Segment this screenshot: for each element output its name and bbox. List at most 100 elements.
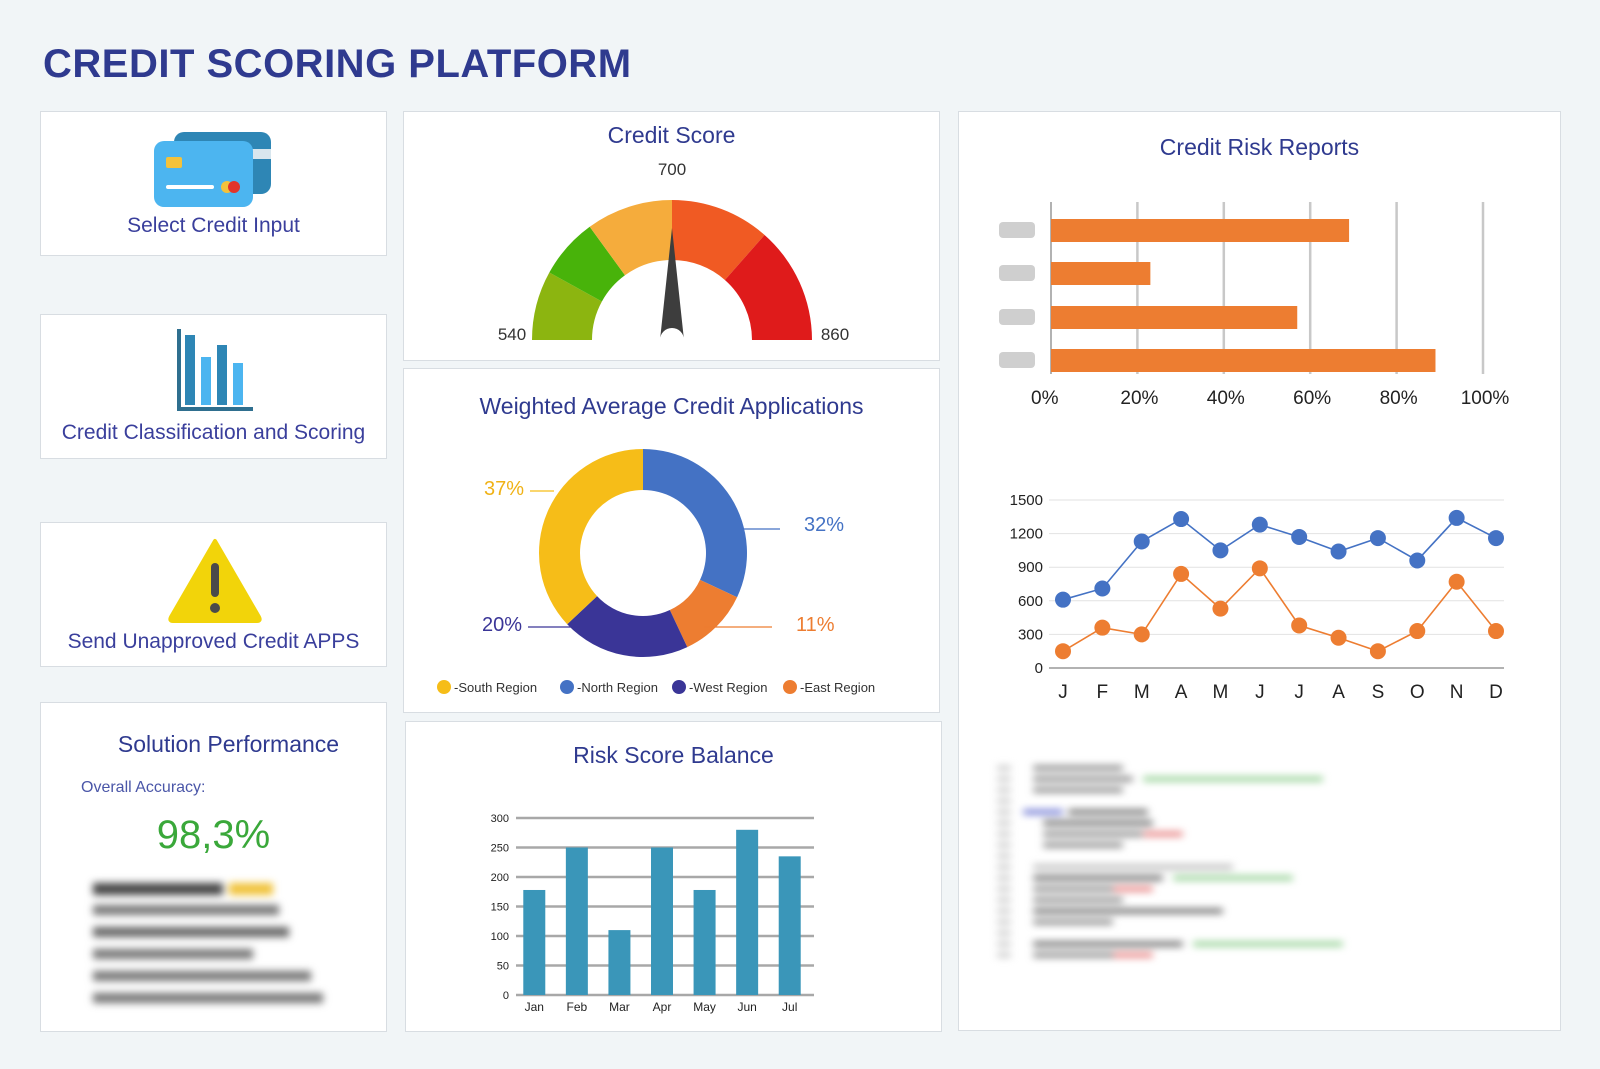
code-line-number bbox=[997, 821, 1011, 825]
data-point bbox=[1094, 580, 1111, 597]
code-line-number bbox=[997, 766, 1011, 770]
gauge-segment bbox=[724, 234, 812, 340]
bar bbox=[565, 847, 588, 995]
code-line bbox=[1033, 766, 1123, 770]
gauge-min-label: 540 bbox=[498, 325, 526, 344]
code-line bbox=[1043, 843, 1123, 847]
y-tick-label: 100 bbox=[491, 931, 509, 943]
legend-entry: -West Region bbox=[689, 680, 768, 695]
data-point bbox=[1330, 543, 1347, 560]
bar-chart-icon bbox=[177, 329, 253, 411]
legend-entry: -North Region bbox=[577, 680, 658, 695]
blurred-label-block bbox=[999, 309, 1035, 325]
x-tick-label: Mar bbox=[609, 1000, 630, 1014]
select-credit-input-label: Select Credit Input bbox=[127, 214, 300, 237]
select-credit-input-card[interactable]: Select Credit Input bbox=[40, 111, 387, 256]
code-line bbox=[1143, 777, 1323, 781]
credit-risk-reports-card: Credit Risk Reports 0% 20% 40% 60% 80% 100% 0… bbox=[958, 111, 1561, 1031]
x-tick-label: May bbox=[693, 1000, 716, 1014]
x-tick-label: 40% bbox=[1207, 388, 1245, 409]
code-line-number bbox=[997, 788, 1011, 792]
performance-title: Solution Performance bbox=[117, 731, 340, 757]
x-tick-label: M bbox=[1134, 682, 1150, 703]
code-line bbox=[1033, 876, 1163, 880]
x-tick-label: M bbox=[1213, 682, 1229, 703]
weighted-average-title: Weighted Average Credit Applications bbox=[479, 393, 864, 419]
code-line-number bbox=[997, 799, 1011, 803]
data-point bbox=[1409, 552, 1426, 569]
code-line bbox=[1043, 821, 1153, 825]
x-tick-label: O bbox=[1410, 682, 1425, 703]
solution-performance-card: Solution Performance Overall Accuracy: 9… bbox=[40, 702, 387, 1032]
accuracy-value: 98,3% bbox=[156, 813, 271, 857]
series-line bbox=[1062, 516, 1497, 601]
y-tick-label: 0 bbox=[1035, 660, 1043, 677]
y-tick-label: 300 bbox=[491, 813, 509, 825]
legend-swatch bbox=[437, 680, 451, 694]
code-line bbox=[1033, 898, 1123, 902]
blurred-category-label bbox=[999, 265, 1035, 281]
legend-entry: -South Region bbox=[454, 680, 537, 695]
donut-data-label: 20% bbox=[482, 614, 522, 636]
gauge-segment bbox=[532, 272, 602, 340]
code-line bbox=[1113, 953, 1153, 957]
data-point bbox=[1055, 591, 1071, 608]
code-line bbox=[1033, 865, 1233, 869]
x-tick-label: Apr bbox=[653, 1000, 672, 1014]
warning-icon bbox=[168, 539, 262, 623]
code-line bbox=[1033, 920, 1113, 924]
legend-entry: -East Region bbox=[800, 680, 875, 695]
bar bbox=[1051, 219, 1350, 242]
y-tick-label: 1500 bbox=[1010, 492, 1043, 509]
data-point bbox=[1488, 530, 1504, 547]
credit-score-card: Credit Score 700 540 860 bbox=[403, 111, 940, 361]
bar bbox=[736, 829, 759, 995]
bar bbox=[1051, 306, 1298, 329]
data-point bbox=[1291, 617, 1308, 634]
data-point bbox=[1448, 509, 1465, 526]
data-point bbox=[1448, 573, 1465, 590]
gauge-max-label: 860 bbox=[821, 325, 849, 344]
x-tick-label: D bbox=[1489, 682, 1503, 703]
bar bbox=[1051, 349, 1436, 372]
credit-score-gauge: 700 540 860 bbox=[498, 160, 849, 347]
series-line bbox=[1062, 567, 1497, 653]
data-point bbox=[1055, 643, 1071, 660]
send-unapproved-card[interactable]: Send Unapproved Credit APPS bbox=[40, 522, 387, 667]
page-title: CREDIT SCORING PLATFORM bbox=[43, 42, 632, 86]
x-tick-label: 0% bbox=[1031, 388, 1059, 409]
x-tick-label: A bbox=[1332, 682, 1345, 703]
x-tick-label: A bbox=[1175, 682, 1188, 703]
accuracy-label: Overall Accuracy: bbox=[81, 779, 206, 796]
gauge-segment bbox=[549, 226, 625, 302]
y-tick-label: 1200 bbox=[1010, 526, 1043, 543]
blurred-category-label bbox=[999, 309, 1035, 325]
code-line bbox=[1033, 788, 1123, 792]
x-tick-label: Jan bbox=[525, 1000, 544, 1014]
donut-slice bbox=[643, 449, 747, 598]
x-tick-label: J bbox=[1255, 682, 1265, 703]
y-tick-label: 0 bbox=[503, 990, 509, 1002]
donut-slice bbox=[539, 449, 643, 625]
send-unapproved-label: Send Unapproved Credit APPS bbox=[67, 630, 360, 653]
bar bbox=[651, 847, 673, 995]
data-point bbox=[1133, 626, 1150, 643]
code-line-number bbox=[997, 832, 1011, 836]
code-line-number bbox=[997, 777, 1011, 781]
bar bbox=[608, 930, 631, 995]
monthly-line-chart: 0 300 600 900 1200 1500 J F M A M J J A S O N D bbox=[1010, 492, 1504, 703]
code-line bbox=[1033, 909, 1223, 913]
donut-data-label: 32% bbox=[804, 514, 844, 536]
blurred-label-block bbox=[999, 265, 1035, 281]
credit-classification-card[interactable]: Credit Classification and Scoring bbox=[40, 314, 387, 459]
code-line bbox=[1173, 876, 1293, 880]
gauge-segment bbox=[589, 200, 672, 276]
data-point bbox=[1173, 565, 1190, 582]
data-point bbox=[1212, 600, 1229, 617]
weighted-average-donut: 32% 11% 20% 37% -South Region -North Region -W… bbox=[437, 449, 875, 695]
data-point bbox=[1133, 533, 1150, 550]
code-line bbox=[1143, 832, 1183, 836]
x-tick-label: J bbox=[1294, 682, 1304, 703]
data-point bbox=[1094, 619, 1111, 636]
code-line-number bbox=[997, 876, 1011, 880]
